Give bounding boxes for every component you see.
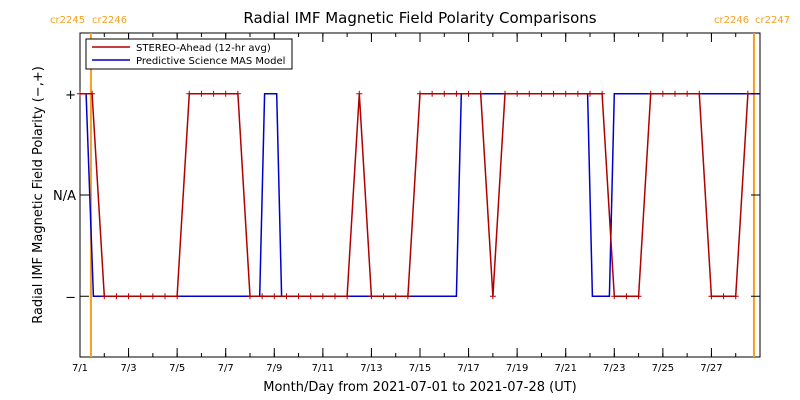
- x-tick-label: 7/3: [121, 363, 137, 374]
- stereo-data-point: [732, 293, 739, 300]
- y-tick-label: +: [65, 88, 76, 103]
- cr-label-right-1: cr2246: [92, 15, 127, 26]
- stereo-data-point: [672, 90, 678, 97]
- stereo-data-point: [137, 293, 144, 300]
- stereo-data-point: [404, 293, 411, 300]
- stereo-data-point: [489, 293, 496, 300]
- legend: STEREO-Ahead (12-hr avg) Predictive Scie…: [85, 38, 293, 70]
- stereo-data-point: [574, 90, 581, 97]
- stereo-data-point: [611, 293, 618, 300]
- x-tick-label: 7/11: [312, 363, 334, 374]
- legend-label-stereo: STEREO-Ahead (12-hr avg): [136, 43, 271, 54]
- stereo-data-point: [356, 90, 363, 97]
- stereo-data-point: [198, 90, 205, 97]
- cr-label-left-1: cr2245: [50, 15, 85, 26]
- stereo-data-point: [174, 293, 181, 300]
- plot-frame: [79, 32, 761, 358]
- stereo-data-point: [77, 90, 83, 97]
- x-tick-label: 7/23: [603, 363, 625, 374]
- stereo-data-point: [538, 90, 545, 97]
- x-tick-label: 7/19: [506, 363, 528, 374]
- stereo-data-point: [332, 293, 338, 300]
- stereo-data-point: [186, 90, 193, 97]
- stereo-data-point: [635, 293, 642, 300]
- x-tick-label: 7/9: [266, 363, 282, 374]
- stereo-data-point: [708, 293, 715, 300]
- stereo-data-point: [149, 293, 156, 300]
- stereo-data-point: [562, 90, 569, 97]
- stereo-data-point: [222, 90, 229, 97]
- x-tick-label: 7/7: [218, 363, 234, 374]
- stereo-data-point: [659, 90, 666, 97]
- x-axis-ticks: 7/1 7/3 7/5 7/7 7/9 7/11 7/13 7/15 7/17 7/19 7/21 7…: [72, 33, 737, 374]
- y-tick-label: N/A: [53, 189, 76, 204]
- stereo-data-point: [599, 90, 606, 97]
- stereo-data-point: [380, 293, 387, 300]
- stereo-data-point: [283, 293, 290, 300]
- stereo-ahead-line: [80, 93, 749, 298]
- stereo-data-point: [344, 293, 351, 300]
- x-tick-label: 7/27: [700, 363, 722, 374]
- stereo-data-point: [162, 293, 168, 300]
- stereo-data-point: [113, 293, 120, 300]
- stereo-data-point: [477, 90, 484, 97]
- stereo-data-point: [623, 293, 630, 300]
- y-axis-ticks: + N/A −: [53, 88, 760, 305]
- stereo-data-point: [587, 90, 593, 97]
- stereo-data-point: [234, 90, 241, 97]
- y-tick-label: −: [65, 290, 76, 305]
- stereo-data-point: [307, 293, 314, 300]
- x-axis-label: Month/Day from 2021-07-01 to 2021-07-28 …: [263, 380, 576, 395]
- stereo-data-point: [720, 293, 727, 300]
- stereo-data-point: [744, 90, 751, 97]
- y-axis-label: Radial IMF Magnetic Field Polarity (−,+): [31, 66, 46, 324]
- stereo-data-point: [392, 293, 399, 300]
- cr-label-right-2: cr2247: [755, 15, 790, 26]
- carrington-markers: [89, 33, 755, 357]
- x-tick-label: 7/17: [457, 363, 479, 374]
- stereo-data-point: [259, 293, 266, 300]
- x-tick-label: 7/15: [409, 363, 431, 374]
- x-tick-label: 7/5: [169, 363, 185, 374]
- stereo-data-point: [684, 90, 691, 97]
- stereo-data-point: [465, 90, 472, 97]
- stereo-data-point: [514, 90, 521, 97]
- stereo-data-point: [502, 90, 508, 97]
- stereo-data-point: [647, 90, 654, 97]
- stereo-data-point: [696, 90, 703, 97]
- stereo-data-point: [125, 293, 132, 300]
- stereo-data-point: [526, 90, 533, 97]
- stereo-data-point: [319, 293, 326, 300]
- x-tick-label: 7/1: [72, 363, 88, 374]
- stereo-data-point: [89, 90, 96, 97]
- series-layer: [77, 90, 760, 300]
- stereo-data-point: [417, 90, 423, 97]
- mas-model-line: [80, 93, 760, 298]
- cr-label-left-2: cr2246: [714, 15, 749, 26]
- stereo-data-point: [550, 90, 557, 97]
- stereo-data-point: [368, 293, 375, 300]
- chart-title: Radial IMF Magnetic Field Polarity Compa…: [243, 9, 596, 27]
- stereo-data-point: [247, 293, 253, 300]
- stereo-data-point: [271, 293, 278, 300]
- stereo-data-point: [429, 90, 436, 97]
- stereo-data-point: [295, 293, 302, 300]
- x-tick-label: 7/13: [360, 363, 382, 374]
- stereo-data-point: [101, 293, 108, 300]
- stereo-data-point: [441, 90, 448, 97]
- x-tick-label: 7/21: [554, 363, 576, 374]
- stereo-data-point: [453, 90, 460, 97]
- legend-box: [85, 38, 293, 70]
- stereo-data-point: [210, 90, 217, 97]
- x-tick-label: 7/25: [652, 363, 674, 374]
- legend-label-mas: Predictive Science MAS Model: [136, 56, 285, 67]
